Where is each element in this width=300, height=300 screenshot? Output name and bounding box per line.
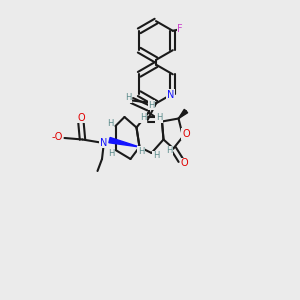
Text: F: F: [178, 24, 183, 34]
Text: H: H: [108, 149, 114, 158]
Text: N: N: [100, 137, 107, 148]
Text: O: O: [181, 158, 188, 169]
Text: N: N: [167, 90, 174, 100]
Polygon shape: [109, 137, 140, 147]
Text: H: H: [148, 100, 155, 109]
Text: H: H: [153, 152, 159, 160]
Text: H: H: [138, 147, 144, 156]
Text: H: H: [125, 93, 132, 102]
Text: O: O: [77, 112, 85, 123]
Text: -O: -O: [51, 131, 63, 142]
Text: O: O: [182, 129, 190, 139]
Polygon shape: [178, 109, 188, 119]
Text: H: H: [166, 146, 172, 155]
Text: H: H: [107, 119, 113, 128]
Text: H: H: [156, 113, 162, 122]
Text: H: H: [140, 113, 146, 122]
